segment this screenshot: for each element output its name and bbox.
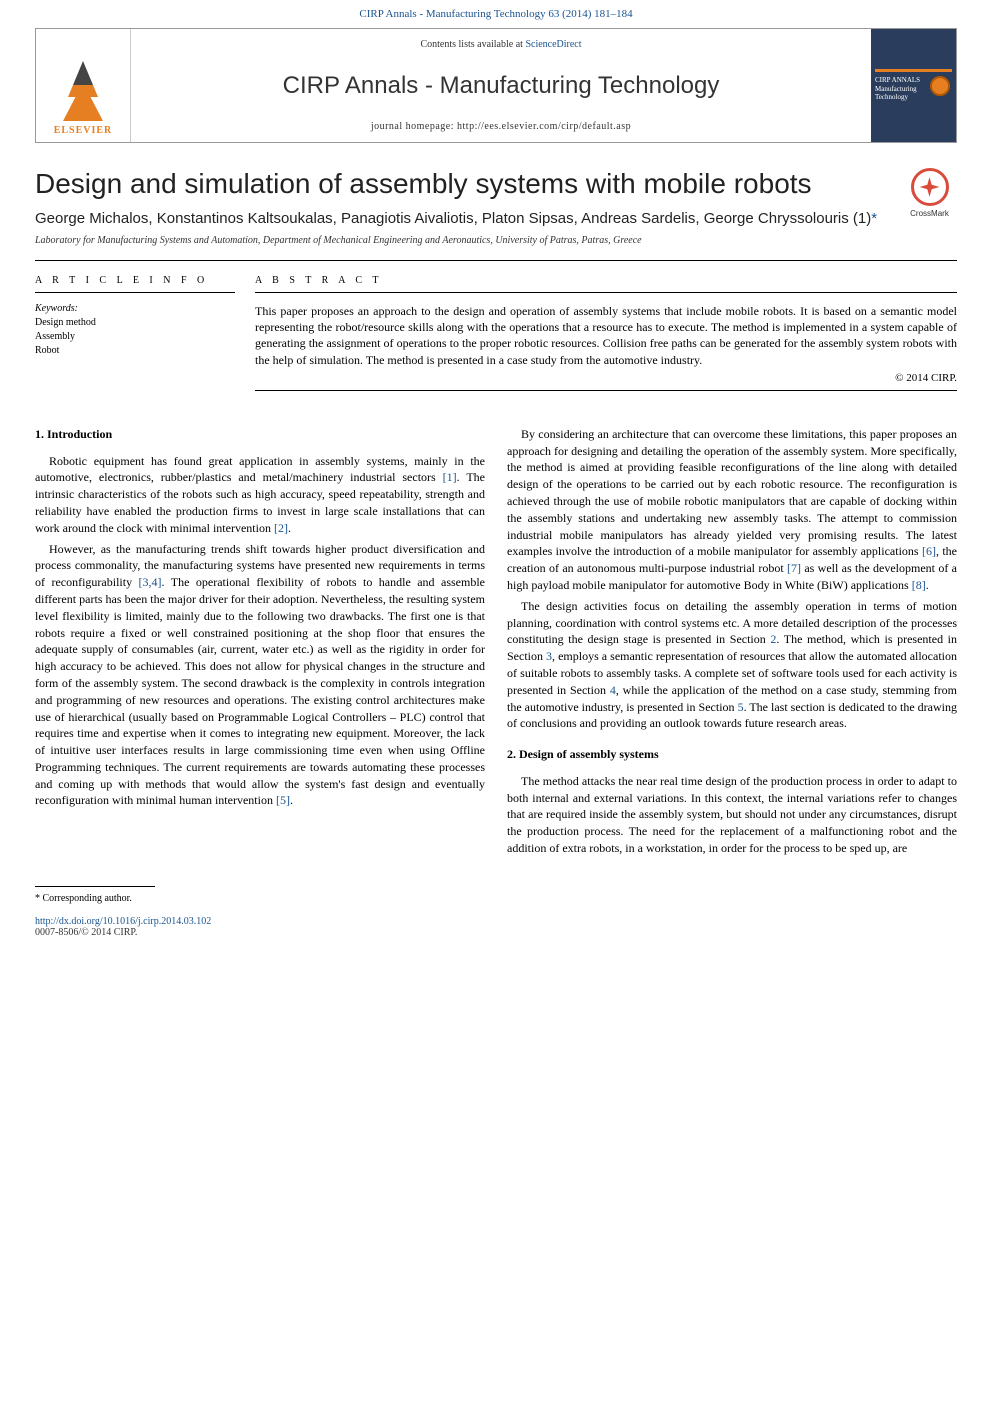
paragraph: By considering an architecture that can … — [507, 426, 957, 594]
issn-copyright: 0007-8506/© 2014 CIRP. — [35, 927, 957, 938]
text-run: Robotic equipment has found great applic… — [35, 454, 485, 485]
publisher-name: ELSEVIER — [54, 125, 113, 136]
info-heading: A R T I C L E I N F O — [35, 275, 235, 293]
citation-ref[interactable]: [5] — [276, 793, 290, 807]
journal-cover-thumb: CIRP ANNALS Manufacturing Technology — [871, 29, 956, 142]
running-header: CIRP Annals - Manufacturing Technology 6… — [0, 0, 992, 28]
citation: CIRP Annals - Manufacturing Technology 6… — [359, 8, 632, 20]
crossmark-star-icon — [919, 176, 941, 198]
crossmark-circle-icon — [911, 168, 949, 206]
homepage-line: journal homepage: http://ees.elsevier.co… — [141, 121, 861, 132]
copyright: © 2014 CIRP. — [255, 372, 957, 384]
contents-prefix: Contents lists available at — [420, 39, 525, 50]
citation-ref[interactable]: [3,4] — [139, 575, 162, 589]
sciencedirect-link[interactable]: ScienceDirect — [525, 39, 581, 50]
right-column: By considering an architecture that can … — [507, 426, 957, 861]
abstract-text: This paper proposes an approach to the d… — [255, 303, 957, 368]
citation-ref[interactable]: [6] — [922, 544, 936, 558]
section-1-heading: 1. Introduction — [35, 426, 485, 443]
doc-footer: http://dx.doi.org/10.1016/j.cirp.2014.03… — [35, 916, 957, 938]
keywords-label: Keywords: — [35, 303, 235, 314]
keyword-item: Robot — [35, 344, 235, 358]
citation-ref[interactable]: [2] — [274, 521, 288, 535]
footnote-divider — [35, 886, 155, 887]
divider — [35, 260, 957, 261]
citation-ref[interactable]: [1] — [443, 470, 457, 484]
publisher-logo: ELSEVIER — [36, 29, 131, 142]
journal-name: CIRP Annals - Manufacturing Technology — [141, 72, 861, 100]
text-run: . — [290, 793, 293, 807]
cover-bar-icon — [875, 69, 952, 72]
elsevier-tree-icon — [58, 61, 108, 121]
affiliation: Laboratory for Manufacturing Systems and… — [35, 235, 902, 246]
paragraph: However, as the manufacturing trends shi… — [35, 541, 485, 810]
article-info: A R T I C L E I N F O Keywords: Design m… — [35, 275, 235, 391]
banner-center: Contents lists available at ScienceDirec… — [131, 29, 871, 142]
text-run: By considering an architecture that can … — [507, 427, 957, 559]
doi-link[interactable]: http://dx.doi.org/10.1016/j.cirp.2014.03… — [35, 916, 957, 927]
section-2-heading: 2. Design of assembly systems — [507, 746, 957, 763]
text-run: . — [926, 578, 929, 592]
crossmark-label: CrossMark — [910, 209, 949, 218]
paragraph: Robotic equipment has found great applic… — [35, 453, 485, 537]
citation-ref[interactable]: [7] — [787, 561, 801, 575]
cover-circle-icon — [930, 76, 950, 96]
body-columns: 1. Introduction Robotic equipment has fo… — [35, 426, 957, 861]
left-column: 1. Introduction Robotic equipment has fo… — [35, 426, 485, 861]
citation-ref[interactable]: [8] — [912, 578, 926, 592]
article-header: Design and simulation of assembly system… — [35, 168, 957, 246]
footnote: * Corresponding author. — [35, 893, 992, 904]
keyword-item: Assembly — [35, 330, 235, 344]
info-abstract-row: A R T I C L E I N F O Keywords: Design m… — [35, 275, 957, 391]
abstract-heading: A B S T R A C T — [255, 275, 957, 293]
paragraph: The method attacks the near real time de… — [507, 773, 957, 857]
journal-banner: ELSEVIER Contents lists available at Sci… — [35, 28, 957, 143]
corresponding-asterisk: * — [871, 210, 877, 227]
author-list: George Michalos, Konstantinos Kaltsoukal… — [35, 210, 871, 227]
contents-line: Contents lists available at ScienceDirec… — [141, 39, 861, 50]
abstract-section: A B S T R A C T This paper proposes an a… — [255, 275, 957, 391]
article-title: Design and simulation of assembly system… — [35, 168, 902, 200]
authors: George Michalos, Konstantinos Kaltsoukal… — [35, 210, 902, 227]
text-run: . The operational flexibility of robots … — [35, 575, 485, 807]
keyword-item: Design method — [35, 316, 235, 330]
abstract-bottom-rule — [255, 390, 957, 391]
crossmark-badge[interactable]: CrossMark — [902, 168, 957, 223]
text-run: . — [288, 521, 291, 535]
paragraph: The design activities focus on detailing… — [507, 598, 957, 732]
